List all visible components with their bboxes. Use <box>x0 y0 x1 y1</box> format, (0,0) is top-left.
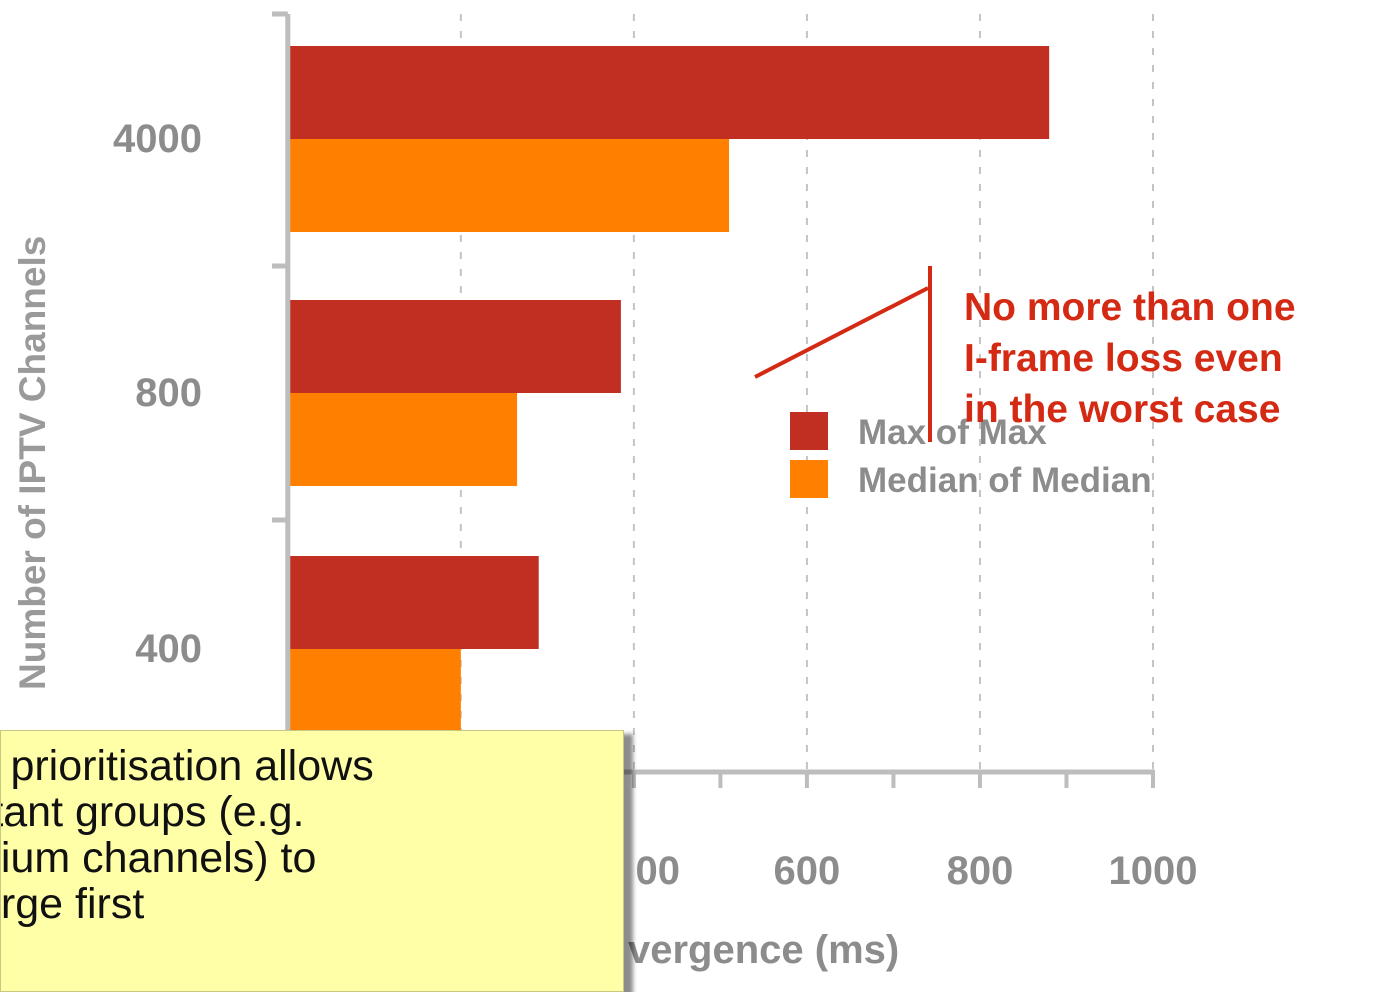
y-tick-label: 400 <box>135 627 202 671</box>
callout-box: x prioritisation allows rtant groups (e.… <box>0 730 624 992</box>
bar <box>287 556 539 649</box>
legend: Max of Max Median of Median <box>790 412 1152 500</box>
x-axis-label: vergence (ms) <box>628 928 899 972</box>
callout-line: nium channels) to <box>0 834 317 882</box>
legend-label: Max of Max <box>858 413 1047 452</box>
y-axis-label: Number of IPTV Channels <box>12 235 53 690</box>
bar <box>287 300 621 393</box>
bars <box>287 46 1050 742</box>
annotation-arrow <box>754 266 932 442</box>
annotation-line: No more than one <box>964 286 1296 329</box>
legend-swatch <box>790 460 828 498</box>
callout-line: x prioritisation allows <box>0 742 374 790</box>
bar <box>287 46 1050 139</box>
annotation-line: I-frame loss even <box>964 337 1283 380</box>
callout-text: x prioritisation allows rtant groups (e.… <box>0 742 617 928</box>
y-tick-label: 4000 <box>113 117 202 161</box>
annotation-text: No more than one I-frame loss even in th… <box>964 282 1376 435</box>
annotation-line: in the worst case <box>964 388 1281 431</box>
bar <box>287 393 518 486</box>
legend-swatch <box>790 412 828 450</box>
x-tick-label: 1000 <box>1109 849 1198 893</box>
callout-line: erge first <box>0 880 145 928</box>
bar <box>287 649 461 742</box>
annotation-arrow-diagonal <box>754 286 929 379</box>
x-tick-label: 00 <box>636 849 681 893</box>
y-tick-label: 800 <box>135 371 202 415</box>
legend-label: Median of Median <box>858 461 1152 500</box>
x-tick-label: 800 <box>947 849 1014 893</box>
x-tick-label: 600 <box>774 849 841 893</box>
callout-line: rtant groups (e.g. <box>0 788 305 836</box>
tick-labels: 4000 800 400 00 600 800 1000 vergence (ms) <box>113 117 1197 972</box>
bar <box>287 139 730 232</box>
